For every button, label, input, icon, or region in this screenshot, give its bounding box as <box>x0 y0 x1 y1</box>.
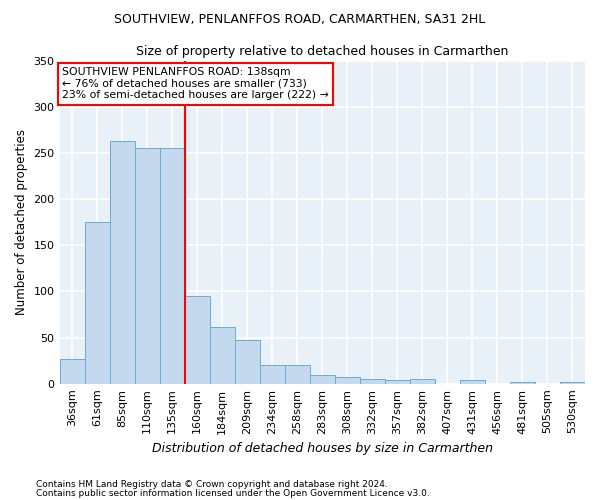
Bar <box>510 382 535 384</box>
Bar <box>185 296 209 384</box>
Bar <box>110 141 134 384</box>
Bar <box>209 326 235 384</box>
Bar <box>85 222 110 384</box>
Bar <box>410 379 435 384</box>
Bar <box>560 382 585 384</box>
Bar <box>160 148 185 384</box>
Text: Contains public sector information licensed under the Open Government Licence v3: Contains public sector information licen… <box>36 488 430 498</box>
Bar <box>360 379 385 384</box>
Bar <box>460 380 485 384</box>
Text: Contains HM Land Registry data © Crown copyright and database right 2024.: Contains HM Land Registry data © Crown c… <box>36 480 388 489</box>
Text: SOUTHVIEW, PENLANFFOS ROAD, CARMARTHEN, SA31 2HL: SOUTHVIEW, PENLANFFOS ROAD, CARMARTHEN, … <box>115 12 485 26</box>
X-axis label: Distribution of detached houses by size in Carmarthen: Distribution of detached houses by size … <box>152 442 493 455</box>
Bar <box>260 366 285 384</box>
Title: Size of property relative to detached houses in Carmarthen: Size of property relative to detached ho… <box>136 45 508 58</box>
Y-axis label: Number of detached properties: Number of detached properties <box>15 129 28 315</box>
Bar <box>134 148 160 384</box>
Text: SOUTHVIEW PENLANFFOS ROAD: 138sqm
← 76% of detached houses are smaller (733)
23%: SOUTHVIEW PENLANFFOS ROAD: 138sqm ← 76% … <box>62 67 329 100</box>
Bar <box>59 359 85 384</box>
Bar <box>235 340 260 384</box>
Bar <box>310 374 335 384</box>
Bar <box>385 380 410 384</box>
Bar <box>335 378 360 384</box>
Bar <box>285 366 310 384</box>
